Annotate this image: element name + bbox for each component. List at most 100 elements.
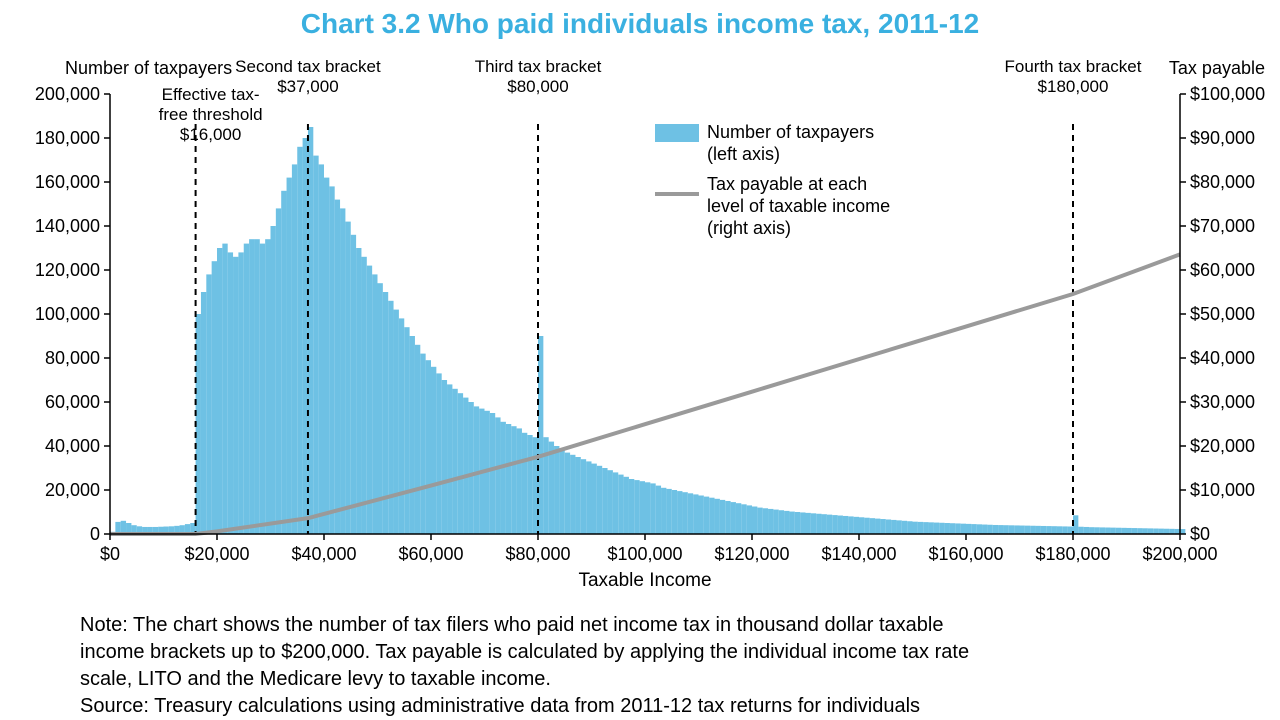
y-right-tick-label: $50,000 [1190,304,1255,324]
bar [217,248,222,534]
y-right-tick-label: $70,000 [1190,216,1255,236]
bracket-annotation: $16,000 [180,125,241,144]
note-line: Note: The chart shows the number of tax … [80,614,943,636]
x-tick-label: $140,000 [821,544,896,564]
bar [1116,528,1121,534]
bar [1025,526,1030,534]
bar [1100,527,1105,534]
bar [736,503,741,534]
y-left-tick-label: 100,000 [35,304,100,324]
bar [565,453,570,534]
bar [436,373,441,534]
bracket-annotation: Third tax bracket [475,57,602,76]
y-right-tick-label: $90,000 [1190,128,1255,148]
bar [249,239,254,534]
x-tick-label: $80,000 [505,544,570,564]
bar [394,310,399,534]
bar [222,244,227,534]
bar [666,489,671,534]
bar [281,191,286,534]
bar [399,318,404,534]
bar [672,490,677,534]
bracket-annotation: $37,000 [277,77,338,96]
bar [297,147,302,534]
bar [1175,529,1180,534]
bar [367,266,372,534]
bar [201,292,206,534]
x-axis-title: Taxable Income [578,570,711,591]
legend-label: (right axis) [707,218,791,238]
bar [468,402,473,534]
bar [848,516,853,534]
bar [597,466,602,534]
bar [800,512,805,534]
bar [993,525,998,534]
bar [629,479,634,534]
bar [447,384,452,534]
bar [699,496,704,535]
bar [955,523,960,534]
bar [1121,528,1126,534]
bar [854,517,859,534]
bar [495,417,500,534]
y-right-tick-label: $80,000 [1190,172,1255,192]
bar [816,514,821,534]
bar [741,504,746,534]
bar [1137,528,1142,534]
y-right-tick-label: $40,000 [1190,348,1255,368]
y-right-tick-label: $0 [1190,524,1210,544]
bar [313,156,318,534]
bar [554,446,559,534]
bar [1153,529,1158,535]
bar [1127,528,1132,534]
bar [388,301,393,534]
bar [1078,527,1083,534]
bar [1036,526,1041,534]
note-line: income brackets up to $200,000. Tax paya… [80,641,969,663]
bar [404,327,409,534]
x-tick-label: $60,000 [398,544,463,564]
bar [656,486,661,534]
bar [875,519,880,534]
bar [415,345,420,534]
legend-label: Number of taxpayers [707,122,874,142]
bar [335,200,340,534]
bar [608,470,613,534]
bar [1057,526,1062,534]
bar [763,508,768,534]
bar [1052,526,1057,534]
bar [308,127,313,534]
bar [501,422,506,534]
bar [613,472,618,534]
bar [458,393,463,534]
bar [1143,528,1148,534]
bar [945,523,950,534]
bar [731,502,736,534]
chart-note: Note: The chart shows the number of tax … [0,604,1280,720]
bar [1014,525,1019,534]
bar [570,455,575,534]
bar [361,257,366,534]
x-tick-label: $160,000 [928,544,1003,564]
bar [752,507,757,535]
legend-label: level of taxable income [707,196,890,216]
bar [913,522,918,534]
bar [634,480,639,534]
bar [559,448,564,534]
y-right-tick-label: $100,000 [1190,84,1265,104]
bar [1084,527,1089,534]
bar [704,497,709,534]
bar [859,517,864,534]
bar [511,426,516,534]
bar [891,520,896,534]
bar [206,274,211,534]
bar [575,457,580,534]
bar [292,164,297,534]
y-left-tick-label: 60,000 [45,392,100,412]
bar [474,406,479,534]
bar [618,475,623,534]
bar [682,492,687,534]
y-left-tick-label: 40,000 [45,436,100,456]
bar [517,428,522,534]
bar [378,283,383,534]
